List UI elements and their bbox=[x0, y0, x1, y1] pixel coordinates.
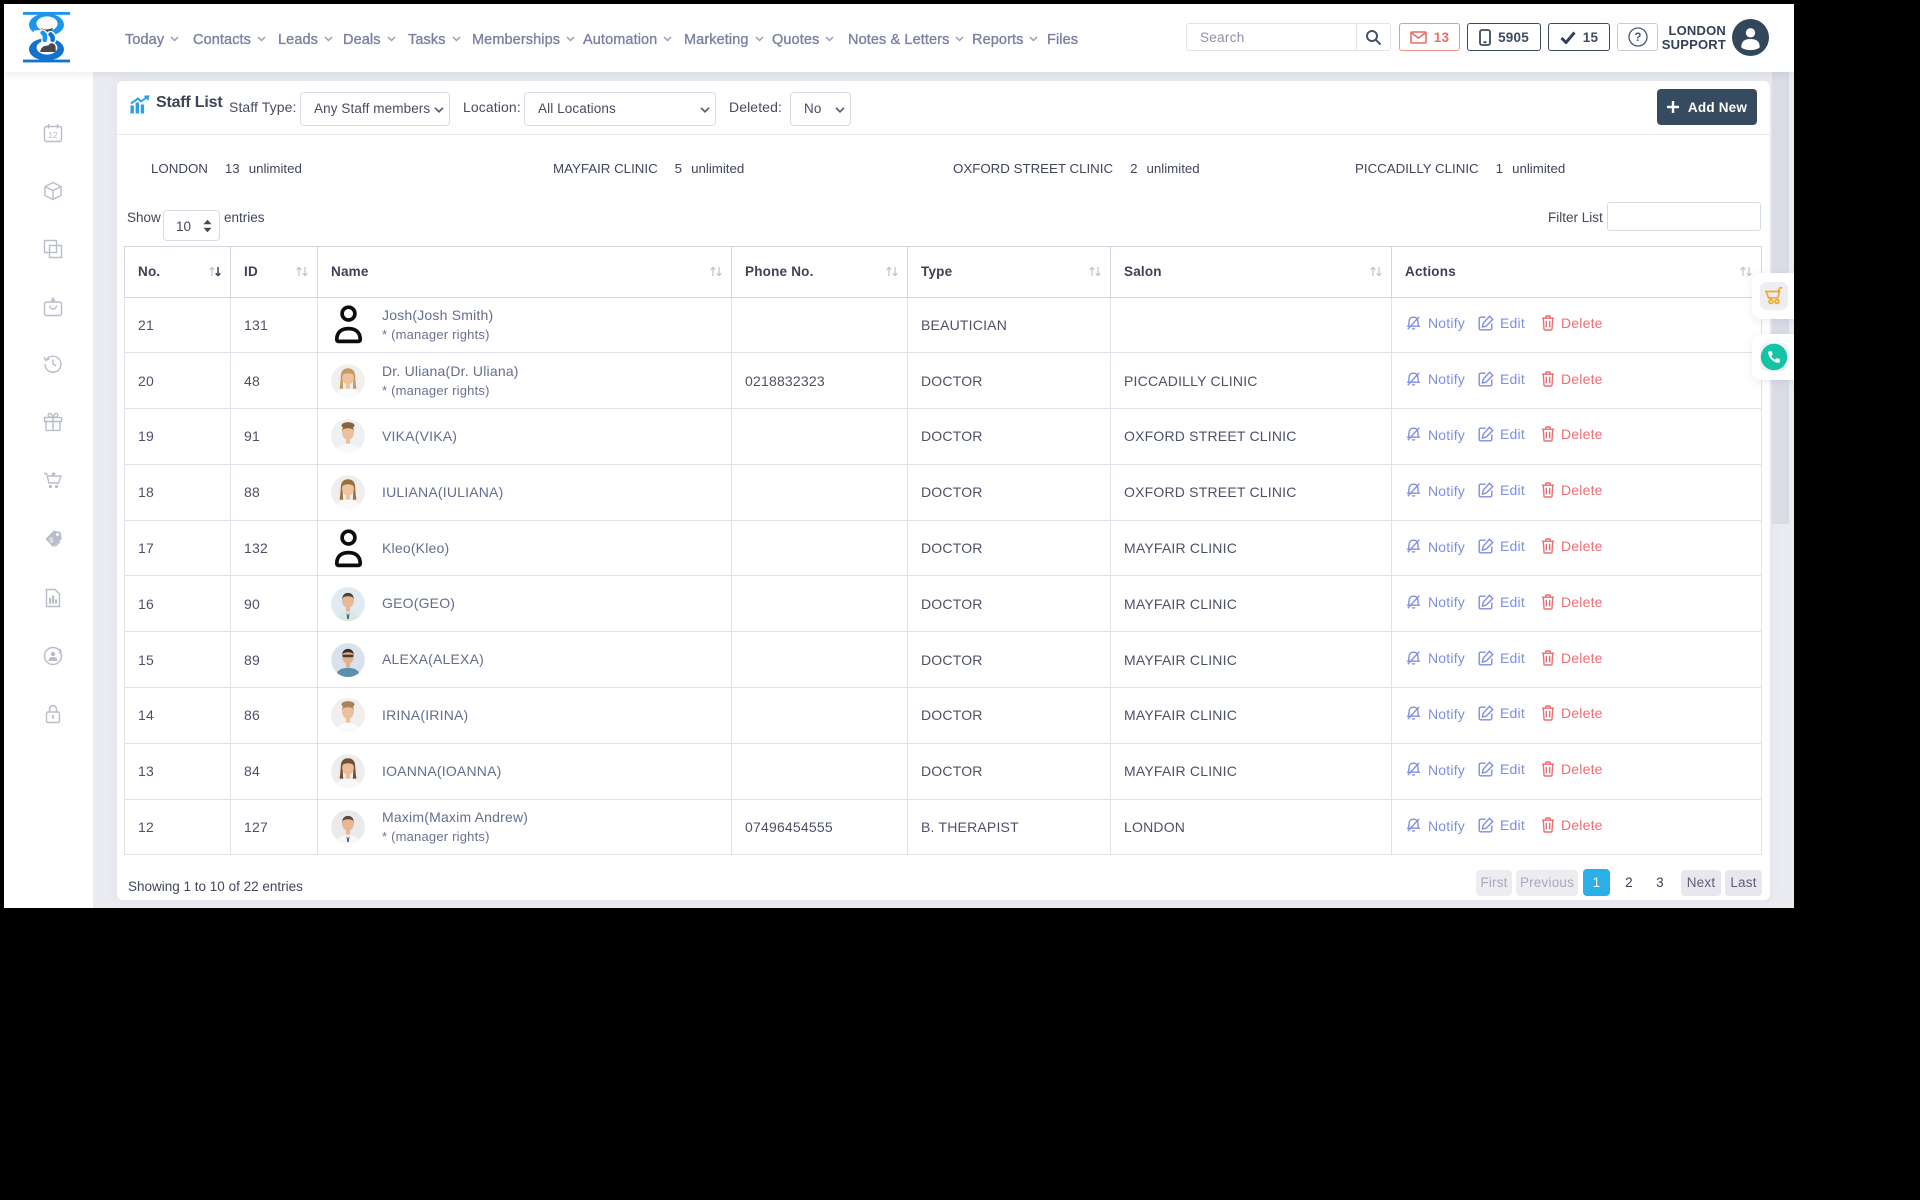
svg-text:12: 12 bbox=[48, 130, 58, 140]
svg-text:$: $ bbox=[49, 537, 54, 544]
svg-text:?: ? bbox=[1634, 32, 1641, 44]
